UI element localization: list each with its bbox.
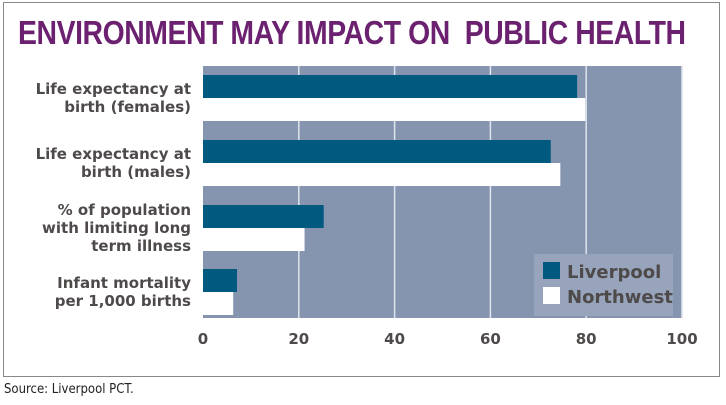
bar-liverpool — [203, 75, 578, 98]
x-tick-label: 100 — [666, 330, 697, 348]
bar-liverpool — [203, 140, 551, 163]
category-label: birth (males) — [81, 163, 191, 181]
x-tick-label: 60 — [480, 330, 501, 348]
category-label: term illness — [91, 237, 191, 255]
category-label: Infant mortality — [57, 274, 191, 292]
legend-label: Northwest — [567, 287, 673, 308]
legend-swatch-northwest — [543, 287, 560, 304]
bar-liverpool — [203, 205, 324, 228]
x-tick-label: 0 — [198, 330, 208, 348]
x-tick-label: 40 — [384, 330, 405, 348]
category-label: birth (females) — [64, 98, 191, 116]
legend-swatch-liverpool — [543, 262, 560, 279]
source-note: Source: Liverpool PCT. — [4, 382, 134, 397]
legend-label: Liverpool — [567, 262, 661, 283]
chart-frame — [3, 2, 720, 377]
bar-northwest — [203, 228, 305, 251]
category-label: per 1,000 births — [55, 292, 191, 310]
x-tick-label: 80 — [576, 330, 597, 348]
bar-northwest — [203, 163, 561, 186]
chart-title: ENVIRONMENT MAY IMPACT ON PUBLIC HEALTH — [18, 14, 686, 51]
bar-northwest — [203, 98, 586, 121]
category-label: Life expectancy at — [36, 145, 191, 163]
category-label: % of population — [58, 201, 191, 219]
x-tick-label: 20 — [288, 330, 309, 348]
category-label: Life expectancy at — [36, 80, 191, 98]
bar-northwest — [203, 292, 234, 315]
category-label: with limiting long — [42, 219, 191, 237]
bar-liverpool — [203, 269, 238, 292]
